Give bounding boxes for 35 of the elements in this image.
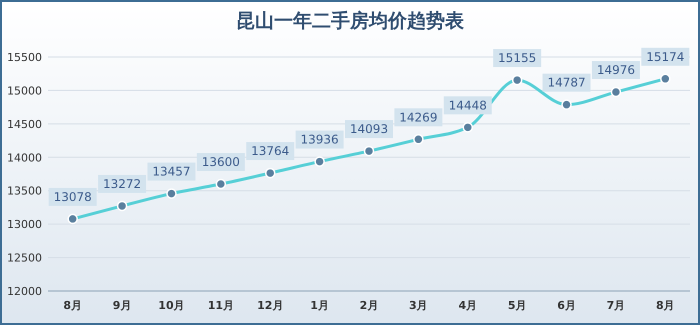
x-tick-label: 2月 (360, 299, 378, 312)
y-tick-label: 12000 (7, 285, 42, 298)
data-label: 13078 (54, 190, 92, 204)
x-tick-label: 1月 (310, 299, 329, 312)
y-tick-label: 14500 (7, 118, 42, 131)
y-tick-label: 15000 (7, 84, 42, 98)
data-label: 13936 (300, 132, 339, 147)
x-tick-label: 8月 (656, 299, 675, 312)
data-label: 13457 (152, 164, 191, 179)
data-label: 14976 (596, 63, 636, 78)
x-tick-label: 3月 (409, 299, 428, 312)
x-tick-label: 5月 (508, 299, 526, 312)
y-tick-label: 12500 (7, 252, 42, 265)
data-label: 13600 (202, 155, 240, 170)
data-label: 13764 (251, 144, 290, 158)
x-tick-label: 12月 (257, 299, 284, 312)
y-tick-label: 15500 (7, 51, 42, 64)
chart-title: 昆山一年二手房均价趋势表 (236, 10, 465, 32)
data-label: 14093 (350, 122, 388, 136)
y-tick-label: 14000 (7, 151, 42, 164)
x-tick-label: 9月 (112, 299, 132, 312)
x-tick-label: 7月 (606, 299, 626, 312)
data-label: 15155 (498, 51, 536, 66)
y-tick-label: 13000 (7, 218, 42, 232)
x-tick-label: 11月 (208, 299, 234, 312)
data-label: 14448 (448, 98, 487, 112)
y-tick-label: 13500 (7, 184, 42, 198)
x-tick-label: 4月 (458, 299, 478, 312)
data-label: 14787 (547, 76, 586, 90)
x-tick-label: 8月 (63, 299, 82, 312)
data-label: 15174 (646, 50, 684, 64)
data-label: 13272 (102, 176, 142, 191)
x-tick-label: 10月 (158, 299, 185, 312)
x-tick-label: 6月 (557, 299, 576, 312)
data-label: 14269 (399, 110, 438, 124)
